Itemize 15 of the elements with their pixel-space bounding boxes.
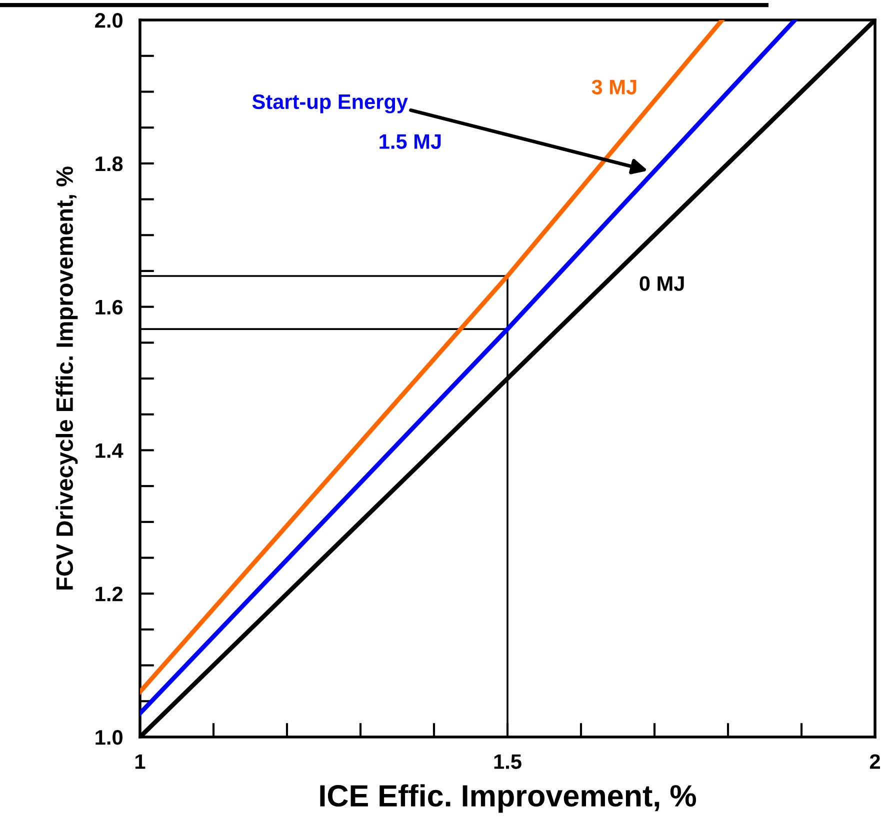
y-tick-label: 1.6	[96, 300, 123, 315]
annotation: Start-up Energy	[252, 94, 408, 114]
y-axis-title: FCV Drivecycle Effic. Improvement, %	[56, 166, 78, 590]
y-tick-label: 2.0	[95, 13, 122, 28]
y-tick-label: 1.0	[96, 730, 122, 745]
x-tick-label: 2	[870, 754, 880, 769]
text: 1.5 MJ	[380, 134, 441, 149]
y-tick-label: 1.4	[96, 443, 124, 458]
y-tick-label: 1.2	[96, 586, 122, 602]
x-tick-label: 1.5	[494, 754, 522, 769]
x-axis-title: ICE Effic. Improvement, %	[320, 784, 696, 813]
series-label: 3 MJ	[592, 80, 636, 94]
y-tick-label: 1.8	[96, 156, 123, 172]
series-label: 0 MJ	[640, 276, 684, 291]
x-tick-label: 1	[136, 754, 146, 769]
